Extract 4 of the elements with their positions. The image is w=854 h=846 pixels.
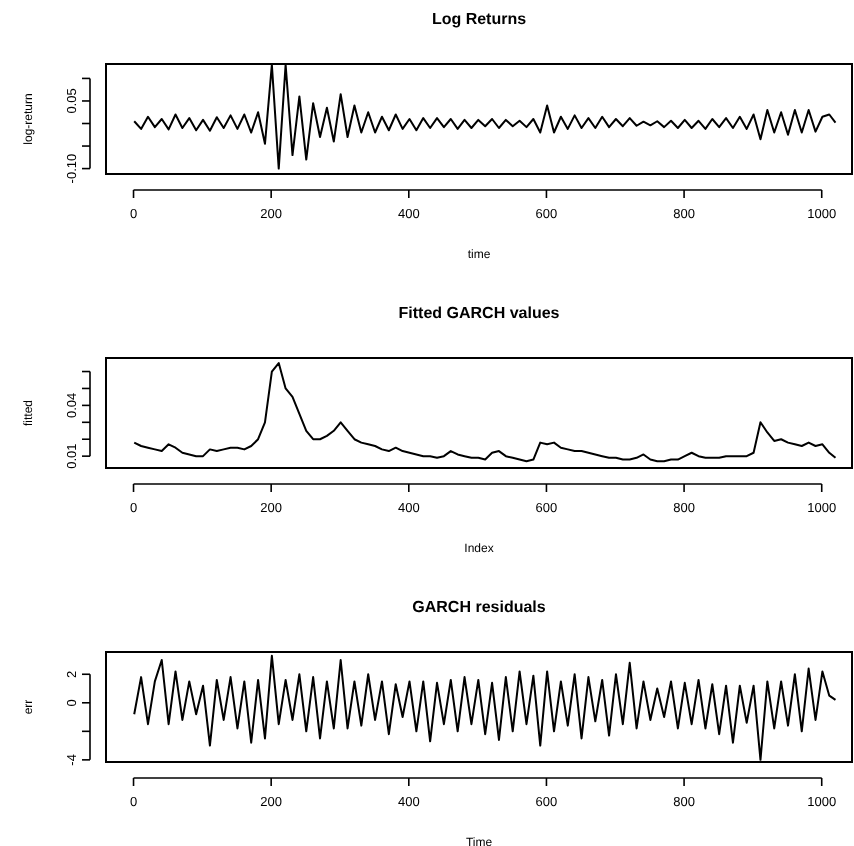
chart-title: Log Returns [431, 10, 528, 28]
chart-title: Fitted GARCH values [398, 304, 561, 322]
line-series [133, 362, 837, 463]
chart-title: GARCH residuals [412, 598, 547, 616]
